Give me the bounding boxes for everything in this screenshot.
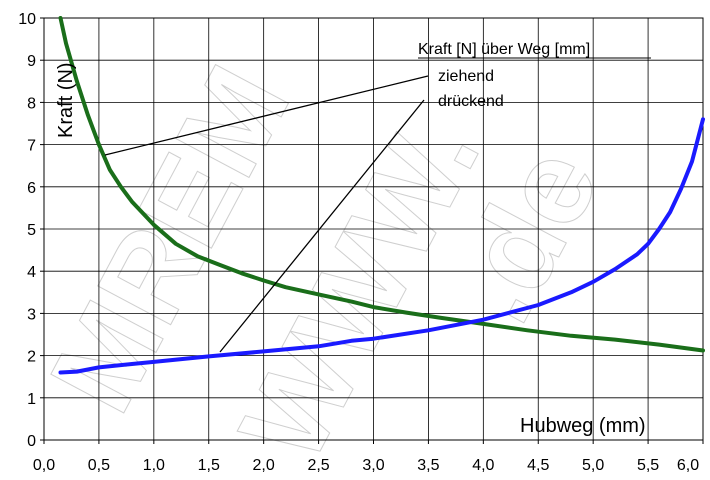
grid: [44, 18, 703, 440]
x-tick-label: 2,0: [253, 457, 275, 474]
y-tick-label: 6: [27, 180, 36, 197]
y-tick-label: 9: [27, 53, 36, 70]
x-tick-label: 4,0: [472, 457, 494, 474]
x-tick-label: 0,0: [33, 457, 55, 474]
x-tick-label: 2,5: [307, 457, 329, 474]
y-tick-label: 1: [27, 391, 36, 408]
x-tick-label: 3,0: [362, 457, 384, 474]
y-tick-label: 2: [27, 349, 36, 366]
x-axis: 0,0 0,5 1,0 1,5 2,0 2,5 3,0 3,5 4,0 4,5 5,0 5,5 6,0: [33, 440, 704, 474]
y-tick-label: 7: [27, 138, 36, 155]
series-line-ziehend: [58, 16, 705, 353]
series-group: [58, 16, 705, 375]
x-tick-label: 0,5: [88, 457, 110, 474]
legend-title: Kraft [N] über Weg [mm]: [418, 41, 590, 58]
leader-line-ziehend: [104, 75, 429, 156]
x-tick-label: 1,5: [198, 457, 220, 474]
x-axis-label: Hubweg (mm): [520, 415, 646, 437]
y-tick-label: 0: [27, 433, 36, 450]
y-tick-label: 3: [27, 306, 36, 323]
y-axis: 0 1 2 3 4 5 6 7 8 9 10: [18, 11, 44, 450]
x-tick-label: 4,5: [527, 457, 549, 474]
series-line-drückend: [58, 117, 705, 375]
y-axis-label: Kraft (N): [55, 62, 77, 138]
x-tick-label: 1,0: [143, 457, 165, 474]
x-tick-label: 5,0: [582, 457, 604, 474]
leader-line-drueckend: [219, 99, 425, 353]
legend-entry-ziehend: ziehend: [438, 68, 494, 85]
x-tick-label: 5,5: [637, 457, 659, 474]
y-tick-label: 5: [27, 222, 36, 239]
y-tick-label: 4: [27, 264, 36, 281]
legend: Kraft [N] über Weg [mm] ziehend drückend: [104, 41, 651, 353]
legend-entry-drueckend: drückend: [438, 93, 504, 110]
y-tick-label: 8: [27, 95, 36, 112]
y-tick-label: 10: [18, 11, 36, 28]
x-tick-label: 6,0: [677, 457, 699, 474]
x-tick-label: 3,5: [417, 457, 439, 474]
